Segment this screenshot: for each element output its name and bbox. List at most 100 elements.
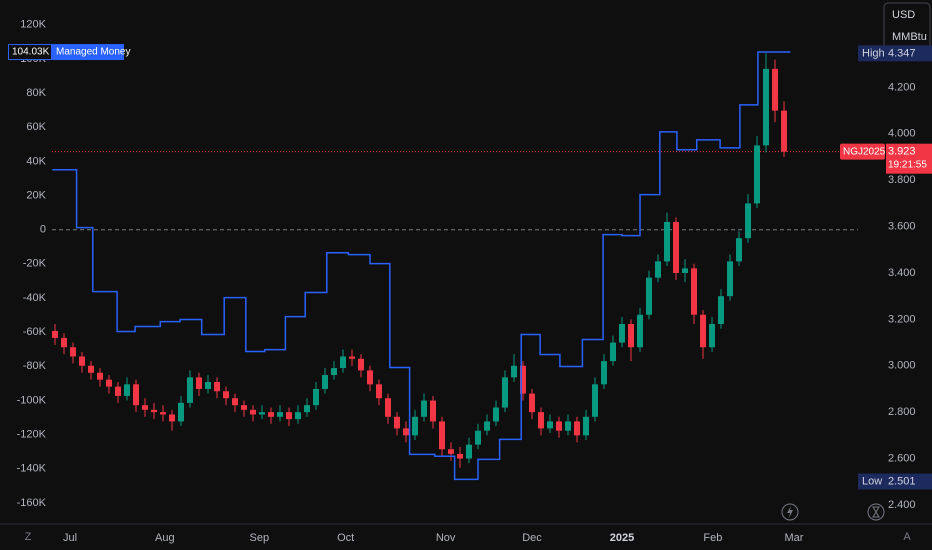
candle-body [69,347,76,357]
candle-body [141,405,148,410]
candle-body [520,365,527,394]
candle-body [60,337,67,348]
y2-tick-label: 3.800 [888,174,916,186]
candle-body [430,400,437,422]
candle-body [421,400,428,417]
candle-body [502,377,509,408]
candle-body [186,377,193,403]
event-icon[interactable] [781,503,799,521]
y2-tick-label: 3.400 [888,267,916,279]
candle-body [646,277,653,315]
candle-body [493,407,500,422]
candle-body [105,379,112,387]
candle-body [466,444,473,459]
candle-body [222,391,229,399]
y-tick-label: 120K [20,19,46,31]
candle-body [87,365,94,373]
candle-body [718,296,725,325]
unit: MMBtu [892,31,927,43]
candle-body [376,384,383,399]
candle-body [123,384,130,396]
candle-body [150,409,157,413]
candle-body [583,416,590,436]
candle-body [276,412,283,417]
candle-body [367,370,374,385]
y2-tick-label: 2.400 [888,499,916,511]
y-tick-label: -120K [17,429,47,441]
candle-body [412,416,419,436]
y2-tick-label: 2.600 [888,452,916,464]
low-label: Low [862,475,882,487]
x-tick-label: Oct [337,532,354,544]
dividend-icon[interactable] [867,503,885,521]
symbol-label: NGJ2025 [843,146,886,157]
candle-body [529,393,536,413]
candle-body [331,368,338,376]
candle-body [195,377,202,389]
candle-body [772,68,779,111]
y2-tick-label: 4.200 [888,81,916,93]
candle-body [511,365,518,378]
plot-area [51,51,858,481]
series-name-label: Managed Money [56,47,131,58]
candle-body [691,268,698,315]
candle-body [132,384,139,406]
corner-left[interactable]: Z [25,531,32,543]
dividend-icon-glyph [872,506,880,518]
candle-body [457,453,464,459]
candle-body [763,68,770,146]
candle-body [96,372,103,380]
y2-tick-label: 3.600 [888,221,916,233]
y2-tick-label: 4.000 [888,128,916,140]
candle-body [304,405,311,413]
price-box [886,143,932,174]
candle-body [547,421,554,429]
candle-body [78,356,85,366]
high-box [858,45,932,62]
high-value: 4.347 [888,47,916,59]
x-tick-label: 2025 [610,532,634,544]
candle-body [349,356,356,359]
series-value-label: 104.03K [12,47,50,58]
candle-body [709,324,716,348]
candle-body [213,381,220,392]
candle-body [754,145,761,204]
candle-body [781,110,788,152]
candle-body [439,421,446,450]
candle-body [249,409,256,415]
candle-body [673,221,680,273]
candle-body [484,421,491,431]
candle-body [475,430,482,445]
y-tick-label: -40K [23,292,47,304]
candle-body [664,221,671,262]
candle-body [258,412,265,415]
y-tick-label: -20K [23,258,47,270]
candle-body [313,388,320,406]
y-tick-label: 0 [40,224,46,236]
managed-money-line [52,51,791,481]
candle-body [204,381,211,389]
candle-body [267,412,274,417]
y-tick-label: -140K [17,463,47,475]
y-tick-label: -160K [17,497,47,509]
y2-tick-label: 3.200 [888,313,916,325]
candle-body [231,398,238,406]
candle-body [340,356,347,369]
y-tick-label: -80K [23,360,47,372]
candle-body [538,412,545,429]
candle-body [385,398,392,417]
candle-body [286,412,293,420]
low-box [858,473,932,490]
candle-body [240,405,247,410]
series-value-box [9,45,51,60]
corner-right[interactable]: A [903,531,911,543]
candle-body [168,414,175,422]
y2-tick-label: 2.800 [888,406,916,418]
last-price-label: 3.923 [888,146,916,158]
candle-body [565,421,572,431]
countdown-label: 19:21:55 [888,159,927,170]
candle-body [403,428,410,436]
y-tick-label: 80K [26,87,46,99]
candle-body [592,384,599,417]
candle-body [601,361,608,385]
